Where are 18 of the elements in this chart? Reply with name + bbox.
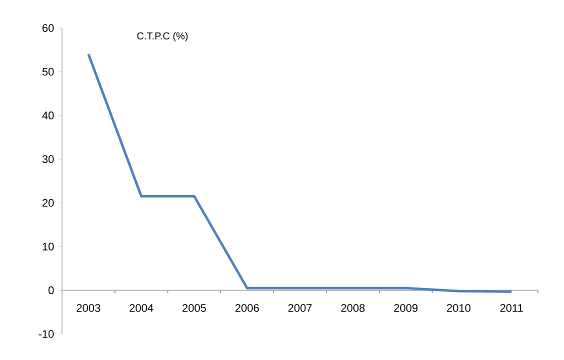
x-tick-label: 2011 <box>500 304 523 312</box>
x-tick-label: 2007 <box>288 304 312 312</box>
x-tick-label: 2006 <box>235 304 259 312</box>
y-tick-label: 30 <box>42 155 54 164</box>
y-tick-label: 10 <box>42 242 54 250</box>
x-tick-label: 2008 <box>341 304 365 312</box>
chart-title: C.T.P.C (%) <box>137 32 188 42</box>
x-tick-label: 2005 <box>182 304 206 312</box>
y-tick-label: 40 <box>42 112 54 120</box>
y-tick-label: 60 <box>42 24 54 32</box>
y-tick-label: 20 <box>42 198 54 207</box>
y-tick-label: 0 <box>48 286 54 294</box>
y-tick-label: 50 <box>42 68 54 76</box>
x-tick-label: 2009 <box>394 304 418 312</box>
x-tick-label: 2003 <box>76 304 100 312</box>
y-tick-label: -10 <box>38 330 54 338</box>
x-tick-label: 2004 <box>130 304 154 312</box>
x-tick-label: 2010 <box>446 304 470 312</box>
